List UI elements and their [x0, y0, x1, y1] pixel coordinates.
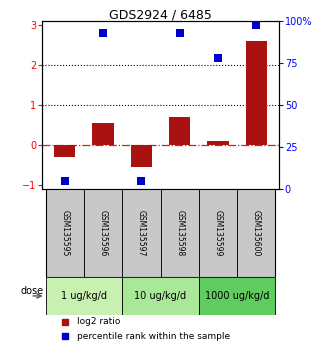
Text: percentile rank within the sample: percentile rank within the sample — [77, 332, 230, 341]
Point — [215, 55, 221, 61]
Text: 10 ug/kg/d: 10 ug/kg/d — [134, 291, 187, 301]
Text: dose: dose — [21, 286, 44, 296]
Text: 1 ug/kg/d: 1 ug/kg/d — [61, 291, 107, 301]
Text: GSM135595: GSM135595 — [60, 210, 69, 256]
Point — [62, 178, 67, 183]
Bar — [199, 277, 275, 315]
Point — [100, 30, 106, 36]
Text: GSM135597: GSM135597 — [137, 210, 146, 256]
Text: GSM135600: GSM135600 — [252, 210, 261, 256]
Bar — [122, 277, 199, 315]
Title: GDS2924 / 6485: GDS2924 / 6485 — [109, 8, 212, 21]
Bar — [46, 189, 84, 277]
Bar — [46, 277, 122, 315]
Bar — [122, 189, 160, 277]
Bar — [246, 41, 267, 145]
Bar — [207, 141, 229, 145]
Text: log2 ratio: log2 ratio — [77, 318, 121, 326]
Bar — [131, 145, 152, 167]
Text: GSM135596: GSM135596 — [99, 210, 108, 256]
Point — [177, 30, 182, 36]
Bar — [54, 145, 75, 157]
Bar — [84, 189, 122, 277]
Bar — [92, 123, 114, 145]
Point — [139, 178, 144, 183]
Bar — [160, 189, 199, 277]
Text: GSM135598: GSM135598 — [175, 210, 184, 256]
Bar — [169, 117, 190, 145]
Bar — [237, 189, 275, 277]
Text: GSM135599: GSM135599 — [213, 210, 222, 256]
Point — [254, 22, 259, 27]
Bar — [199, 189, 237, 277]
Text: 1000 ug/kg/d: 1000 ug/kg/d — [205, 291, 269, 301]
